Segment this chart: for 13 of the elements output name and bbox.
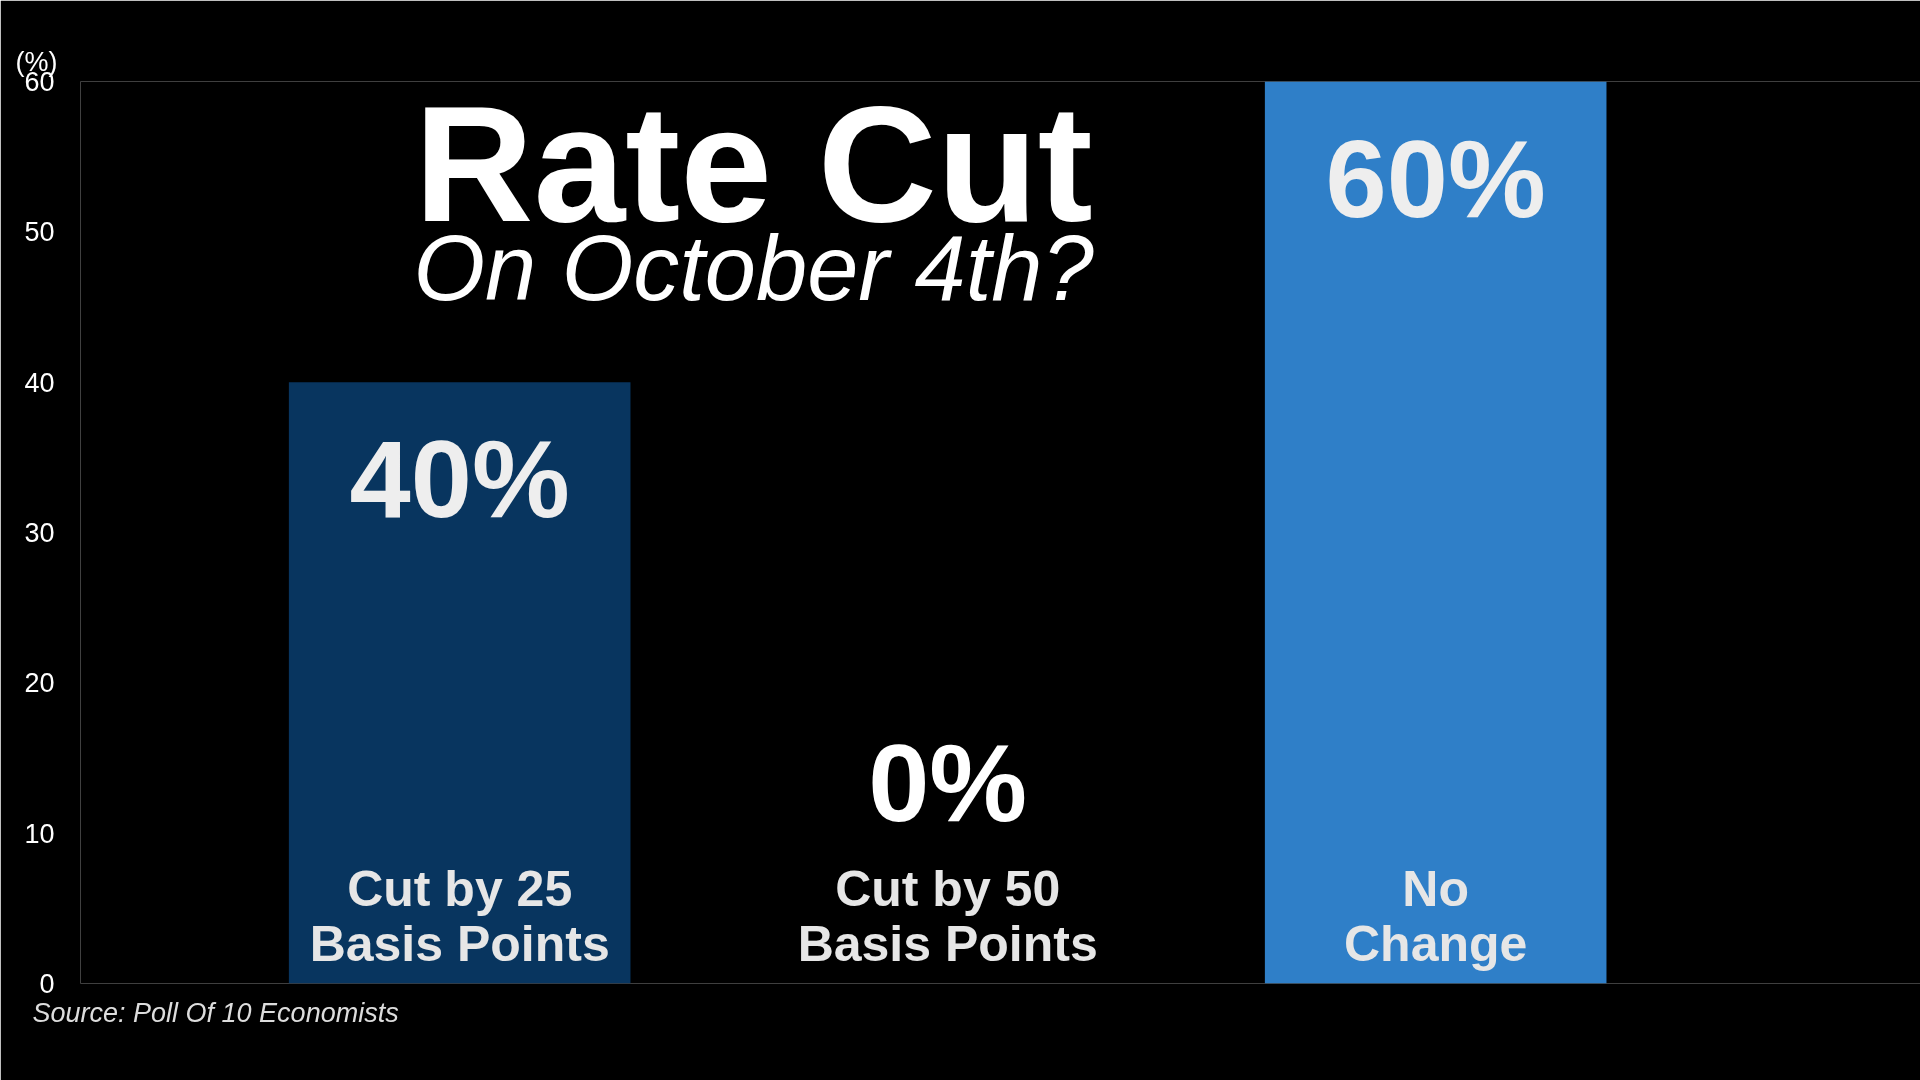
x-tick-label: Cut by 25 Basis Points bbox=[309, 860, 610, 972]
y-tick-label: 20 bbox=[24, 668, 55, 699]
y-tick-label: 0 bbox=[39, 969, 55, 999]
data-label: 0% bbox=[868, 720, 1028, 844]
data-label: 60% bbox=[1325, 116, 1546, 240]
x-tick-label: No Change bbox=[1344, 860, 1528, 972]
y-tick-label: 40 bbox=[24, 367, 55, 398]
y-tick-label: 30 bbox=[24, 518, 55, 548]
source-note: Source: Poll Of 10 Economists bbox=[32, 998, 399, 1028]
x-tick-label: Cut by 50 Basis Points bbox=[797, 860, 1098, 972]
y-tick-label: 50 bbox=[24, 217, 55, 248]
data-label: 40% bbox=[349, 417, 570, 541]
y-tick-label: 10 bbox=[24, 818, 55, 849]
